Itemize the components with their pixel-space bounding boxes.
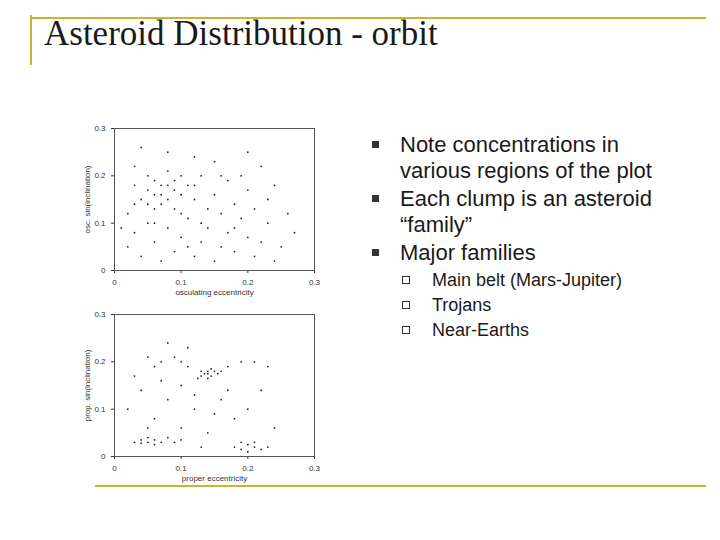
- html-text:Near-Earths: Near-Earths: [432, 320, 529, 340]
- svg-text:0.1: 0.1: [94, 405, 106, 414]
- svg-text:0.2: 0.2: [94, 171, 106, 180]
- svg-text:0: 0: [112, 278, 117, 287]
- html-text:Asteroid Distribution - orbit: Asteroid Distribution - orbit: [44, 14, 438, 53]
- svg-text:0.3: 0.3: [309, 278, 321, 287]
- html-text:Main belt (Mars-Jupiter): Main belt (Mars-Jupiter): [432, 270, 622, 290]
- svg-text:0.1: 0.1: [176, 278, 188, 287]
- html-text:Note concentrations in various: Note concentrations in various regions o…: [400, 132, 652, 183]
- svg-text:0.2: 0.2: [242, 464, 254, 473]
- svg-text:prop. sin(inclination): prop. sin(inclination): [83, 349, 92, 421]
- svg-text:0: 0: [101, 266, 106, 275]
- svg-text:0.2: 0.2: [242, 278, 254, 287]
- svg-text:0.3: 0.3: [94, 310, 106, 319]
- svg-text:0.1: 0.1: [176, 464, 188, 473]
- svg-text:0: 0: [101, 452, 106, 461]
- html-text:Major families: Major families: [400, 240, 536, 265]
- svg-text:0.2: 0.2: [94, 357, 106, 366]
- svg-text:0.3: 0.3: [309, 464, 321, 473]
- svg-text:0.3: 0.3: [94, 124, 106, 133]
- svg-text:0: 0: [112, 464, 117, 473]
- html-text:Each clump is an asteroid “fam: Each clump is an asteroid “family”: [400, 186, 652, 237]
- svg-text:osc. sin(inclination): osc. sin(inclination): [83, 165, 92, 233]
- html-text:Trojans: Trojans: [432, 295, 492, 315]
- svg-text:proper eccentricity: proper eccentricity: [182, 474, 247, 483]
- svg-text:0.1: 0.1: [94, 219, 106, 228]
- svg-text:osculating eccentricity: osculating eccentricity: [175, 288, 253, 297]
